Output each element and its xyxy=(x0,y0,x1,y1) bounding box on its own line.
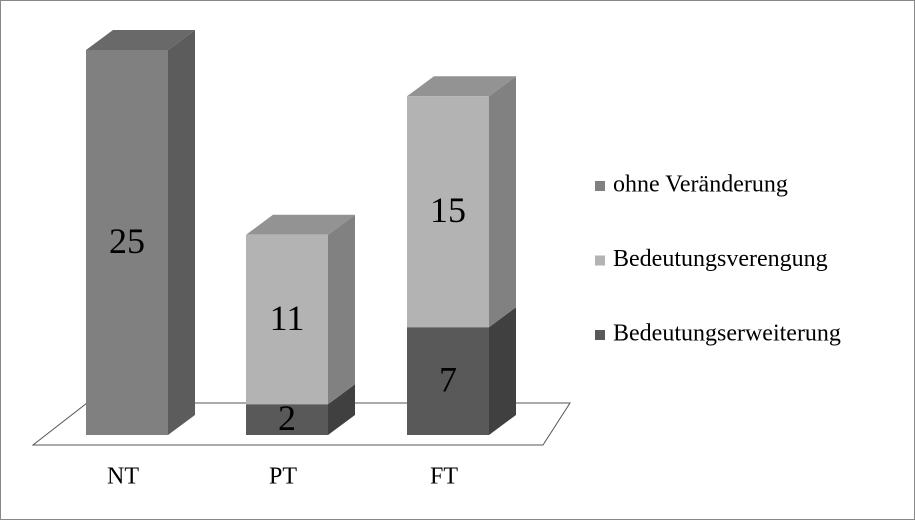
bar-side xyxy=(328,384,355,435)
bar-side xyxy=(328,214,355,405)
data-label: 15 xyxy=(430,190,466,230)
data-label: 2 xyxy=(278,398,296,438)
bar xyxy=(407,327,489,435)
data-label: 25 xyxy=(109,221,145,261)
legend-label: Bedeutungserweiterung xyxy=(613,321,841,347)
bar xyxy=(246,404,328,435)
bar-side xyxy=(489,307,516,435)
legend-swatch xyxy=(595,330,605,340)
bar-top xyxy=(246,214,355,235)
bar-top xyxy=(86,30,195,50)
data-label: 7 xyxy=(439,359,457,399)
legend-label: Bedeutungsverengung xyxy=(613,246,828,272)
bar-side xyxy=(489,76,516,328)
legend-swatch xyxy=(595,181,605,191)
bar xyxy=(86,50,168,435)
x-tick-label: PT xyxy=(269,464,297,490)
bar xyxy=(407,96,489,328)
x-tick-label: FT xyxy=(430,464,458,490)
legend-swatch xyxy=(595,255,605,266)
bar-top xyxy=(407,76,516,97)
data-label: 11 xyxy=(270,298,305,338)
legend-label: ohne Veränderung xyxy=(613,172,788,198)
x-tick-label: NT xyxy=(107,464,139,490)
bar xyxy=(246,234,328,405)
bar-side xyxy=(168,30,195,435)
